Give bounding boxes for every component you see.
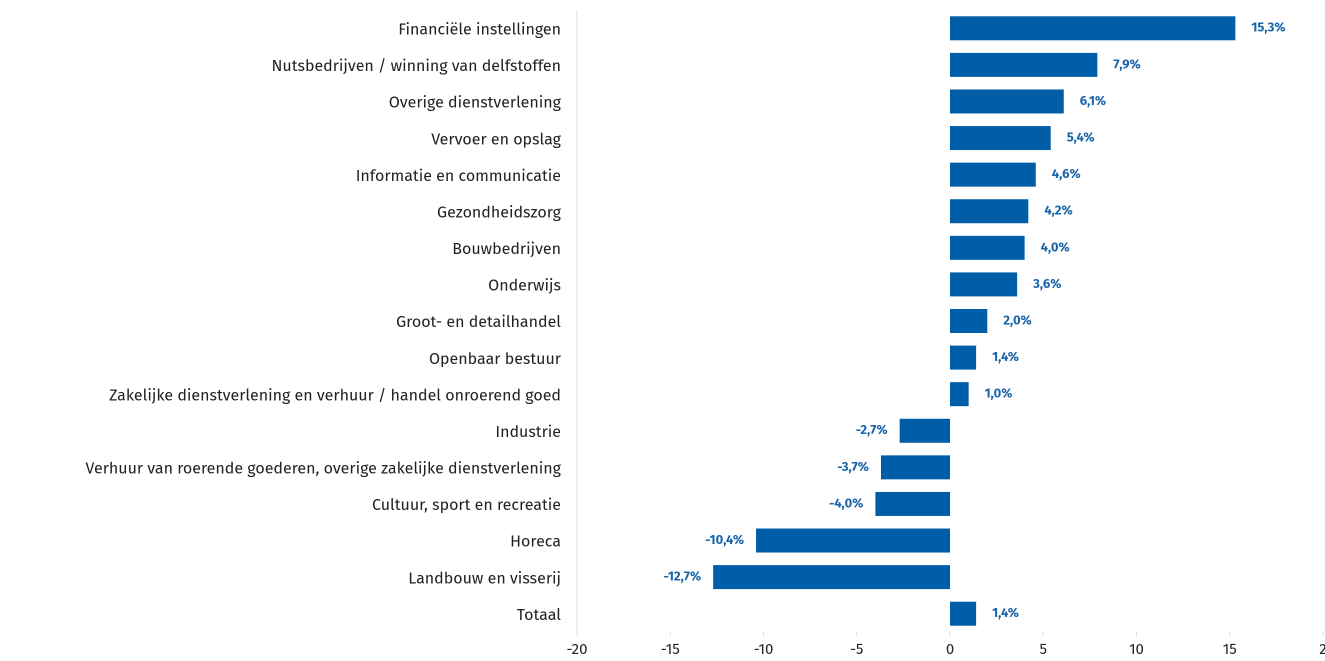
category-label: Industrie	[495, 423, 561, 442]
category-label: Onderwijs	[488, 277, 561, 296]
value-label: 7,9%	[1113, 57, 1140, 72]
value-label: 3,6%	[1032, 277, 1061, 292]
bar	[950, 601, 977, 626]
bar	[950, 345, 977, 370]
bar	[950, 52, 1098, 77]
value-label: 1,4%	[992, 350, 1019, 365]
category-label: Cultuur, sport en recreatie	[372, 496, 561, 515]
category-label: Openbaar bestuur	[429, 350, 562, 369]
category-label: Horeca	[510, 533, 561, 552]
value-label: -3,7%	[837, 460, 869, 475]
bar	[713, 565, 950, 590]
bar	[880, 455, 950, 480]
x-tick-label: 10	[1129, 640, 1144, 658]
value-label: 4,0%	[1041, 240, 1070, 255]
bar	[875, 491, 950, 516]
category-label: Verhuur van roerende goederen, overige z…	[85, 460, 561, 479]
category-label: Landbouw en visserij	[408, 569, 561, 588]
bar	[950, 89, 1064, 114]
category-label: Overige dienstverlening	[389, 94, 562, 113]
bar	[756, 528, 950, 553]
category-label: Vervoer en opslag	[431, 130, 561, 149]
bar	[950, 309, 988, 333]
value-label: 15,3%	[1251, 21, 1285, 36]
value-label: -10,4%	[705, 533, 744, 548]
category-label: Zakelijke dienstverlening en verhuur / h…	[109, 386, 561, 405]
value-label: 6,1%	[1080, 94, 1106, 109]
x-tick-label: 2	[1319, 640, 1325, 658]
x-tick-label: -5	[850, 640, 863, 658]
value-label: 1,0%	[985, 387, 1013, 402]
value-label: -2,7%	[856, 423, 888, 438]
value-label: 2,0%	[1003, 313, 1031, 328]
x-tick-label: -10	[754, 640, 774, 658]
bar	[950, 272, 1018, 297]
category-label: Financiële instellingen	[398, 21, 561, 40]
x-tick-label: 15	[1223, 640, 1237, 658]
value-label: 1,4%	[992, 606, 1019, 621]
category-label: Groot- en detailhandel	[396, 313, 561, 332]
bar	[950, 382, 969, 407]
x-tick-label: -15	[661, 640, 680, 658]
category-label: Informatie en communicatie	[356, 167, 561, 186]
bar	[950, 126, 1051, 151]
category-label: Bouwbedrijven	[452, 240, 561, 259]
value-label: 4,6%	[1052, 167, 1081, 182]
value-label: -12,7%	[664, 570, 702, 585]
bar	[950, 16, 1236, 41]
x-tick-label: 5	[1039, 640, 1047, 658]
bar	[950, 199, 1029, 224]
category-label: Nutsbedrijven / winning van delfstoffen	[271, 57, 561, 76]
x-tick-label: -20	[567, 640, 588, 658]
bar	[950, 235, 1025, 260]
category-label: Gezondheidszorg	[437, 203, 562, 222]
category-label: Totaal	[517, 606, 562, 625]
bar	[899, 418, 950, 443]
bar	[950, 162, 1036, 187]
value-label: 5,4%	[1067, 131, 1095, 146]
value-label: -4,0%	[829, 496, 863, 511]
value-label: 4,2%	[1044, 204, 1072, 219]
x-tick-label: 0	[946, 640, 954, 658]
